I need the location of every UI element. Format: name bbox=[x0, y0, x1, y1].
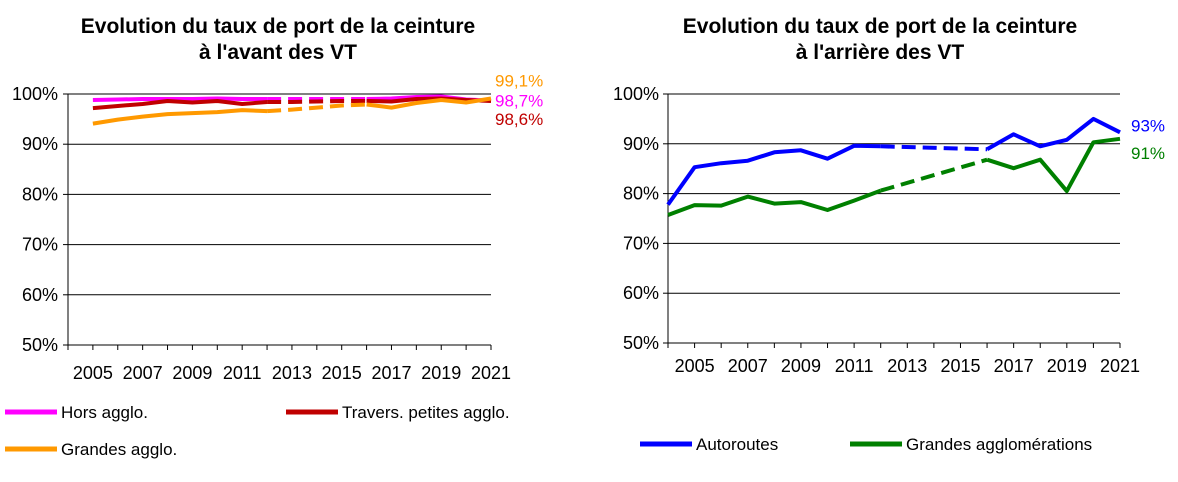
y-tick-label: 60% bbox=[623, 283, 659, 303]
series-line-autoroutes bbox=[986, 116, 1121, 152]
series-line-dashed-grandes-agglomerations bbox=[880, 157, 988, 193]
x-tick-label: 2005 bbox=[675, 356, 715, 376]
gridlines bbox=[68, 93, 491, 346]
rear-seat-chart: Evolution du taux de port de la ceinture… bbox=[613, 15, 1165, 454]
end-value-label: 91% bbox=[1131, 144, 1165, 163]
x-tick-label: 2017 bbox=[371, 363, 411, 383]
series-lines bbox=[666, 116, 1121, 217]
series-line-grandes-agglomerations bbox=[667, 188, 882, 217]
legend-label: Grandes agglomérations bbox=[906, 435, 1092, 454]
legend-label: Hors agglo. bbox=[61, 403, 148, 422]
x-tick-label: 2015 bbox=[322, 363, 362, 383]
chart-title-line-2: à l'arrière des VT bbox=[796, 41, 965, 64]
series-line-grandes-agglo bbox=[366, 96, 492, 110]
y-tick-label: 70% bbox=[623, 233, 659, 253]
end-labels: 99,1%98,7%98,6% bbox=[495, 72, 543, 130]
series-line-dashed-autoroutes bbox=[880, 144, 988, 152]
y-tick-label: 50% bbox=[623, 333, 659, 353]
axes bbox=[663, 93, 1121, 348]
axes bbox=[63, 93, 492, 350]
end-labels: 93%91% bbox=[1131, 116, 1165, 162]
x-tick-label: 2009 bbox=[781, 356, 821, 376]
x-tick-label: 2021 bbox=[471, 363, 511, 383]
end-value-label: 98,7% bbox=[495, 92, 543, 111]
y-tick-label: 100% bbox=[613, 84, 659, 104]
y-tick-label: 90% bbox=[623, 134, 659, 154]
y-tick-label: 80% bbox=[623, 184, 659, 204]
end-value-label: 93% bbox=[1131, 116, 1165, 135]
y-tick-label: 60% bbox=[22, 285, 58, 305]
x-tick-label: 2021 bbox=[1100, 356, 1140, 376]
end-value-label: 98,6% bbox=[495, 110, 543, 129]
y-tick-label: 100% bbox=[12, 84, 58, 104]
series-line-hors-agglo bbox=[92, 96, 268, 102]
y-tick-label: 80% bbox=[22, 184, 58, 204]
x-tick-label: 2011 bbox=[223, 363, 262, 383]
legend: Autoroutes Grandes agglomérations bbox=[640, 435, 1092, 454]
chart-title-line-1: Evolution du taux de port de la ceinture bbox=[81, 15, 475, 38]
x-tick-label: 2013 bbox=[272, 363, 312, 383]
series-line-grandes-agglo bbox=[92, 108, 268, 126]
x-tick-labels: 2005 2007 2009 2011 2013 2015 2017 2019 2021 bbox=[73, 363, 511, 383]
gridlines bbox=[668, 93, 1120, 344]
legend-label: Travers. petites agglo. bbox=[342, 403, 510, 422]
y-tick-labels: 50% 60% 70% 80% 90% 100% bbox=[613, 84, 659, 353]
chart-title-line-2: à l'avant des VT bbox=[199, 41, 357, 64]
series-line-travers-petites-agglo bbox=[92, 99, 268, 111]
x-tick-label: 2007 bbox=[123, 363, 163, 383]
x-tick-label: 2017 bbox=[994, 356, 1034, 376]
y-tick-label: 90% bbox=[22, 134, 58, 154]
x-tick-label: 2009 bbox=[172, 363, 212, 383]
legend-label: Grandes agglo. bbox=[61, 440, 177, 459]
legend: Hors agglo. Travers. petites agglo. Grande… bbox=[5, 403, 510, 459]
series-line-autoroutes bbox=[666, 143, 881, 206]
x-tick-label: 2005 bbox=[73, 363, 113, 383]
x-tick-label: 2007 bbox=[728, 356, 768, 376]
x-tick-labels: 2005 2007 2009 2011 2013 2015 2017 2019 2021 bbox=[675, 356, 1140, 376]
x-tick-label: 2015 bbox=[940, 356, 980, 376]
front-seat-chart: Evolution du taux de port de la ceinture… bbox=[5, 15, 543, 459]
x-tick-label: 2019 bbox=[421, 363, 461, 383]
x-tick-label: 2019 bbox=[1047, 356, 1087, 376]
series-line-dashed-grandes-agglo bbox=[266, 102, 367, 114]
end-value-label: 99,1% bbox=[495, 72, 543, 91]
x-tick-label: 2011 bbox=[835, 356, 874, 376]
x-tick-label: 2013 bbox=[887, 356, 927, 376]
chart-title-line-1: Evolution du taux de port de la ceinture bbox=[683, 15, 1077, 38]
y-tick-label: 70% bbox=[22, 235, 58, 255]
series-line-grandes-agglomerations bbox=[986, 136, 1121, 194]
y-tick-label: 50% bbox=[22, 335, 58, 355]
legend-label: Autoroutes bbox=[696, 435, 778, 454]
series-lines bbox=[92, 94, 492, 126]
y-tick-labels: 50% 60% 70% 80% 90% 100% bbox=[12, 84, 58, 355]
